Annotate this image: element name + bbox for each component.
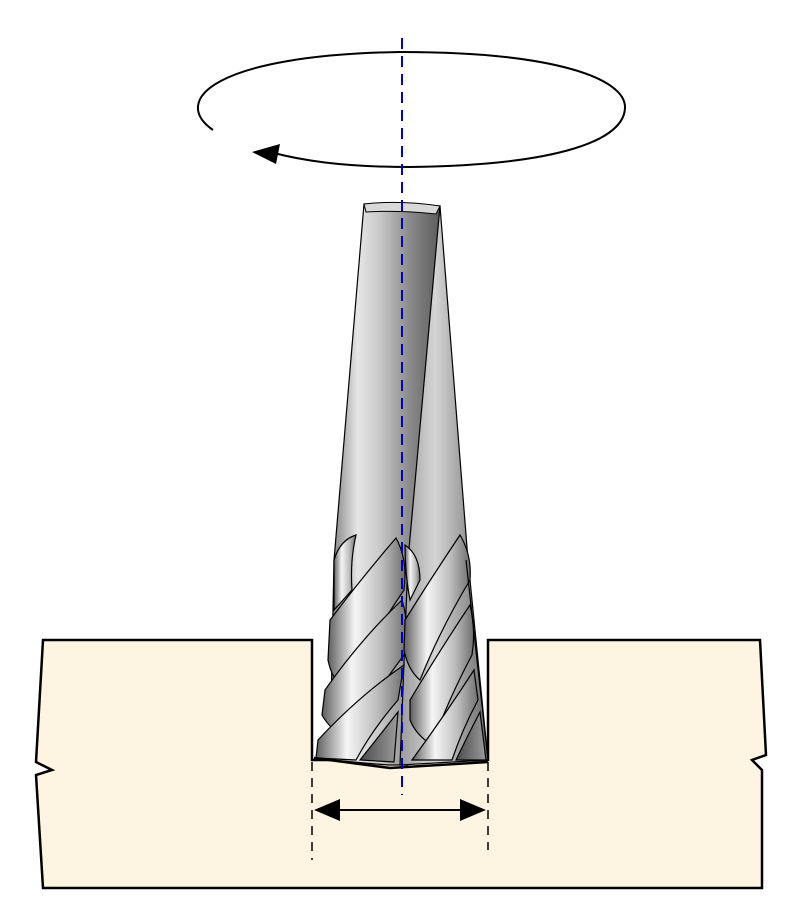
end-mill xyxy=(313,201,489,770)
dimension-arrow-left-icon xyxy=(314,799,340,821)
end-mill-flutes-left xyxy=(315,534,408,763)
end-mill-tip xyxy=(313,756,489,770)
arrowhead-icon xyxy=(252,144,280,164)
rotation-arrow xyxy=(196,50,627,169)
dimension-arrow-right-icon xyxy=(460,799,486,821)
slot-width-dimension xyxy=(311,762,489,860)
end-mill-flutes-right xyxy=(403,533,489,761)
